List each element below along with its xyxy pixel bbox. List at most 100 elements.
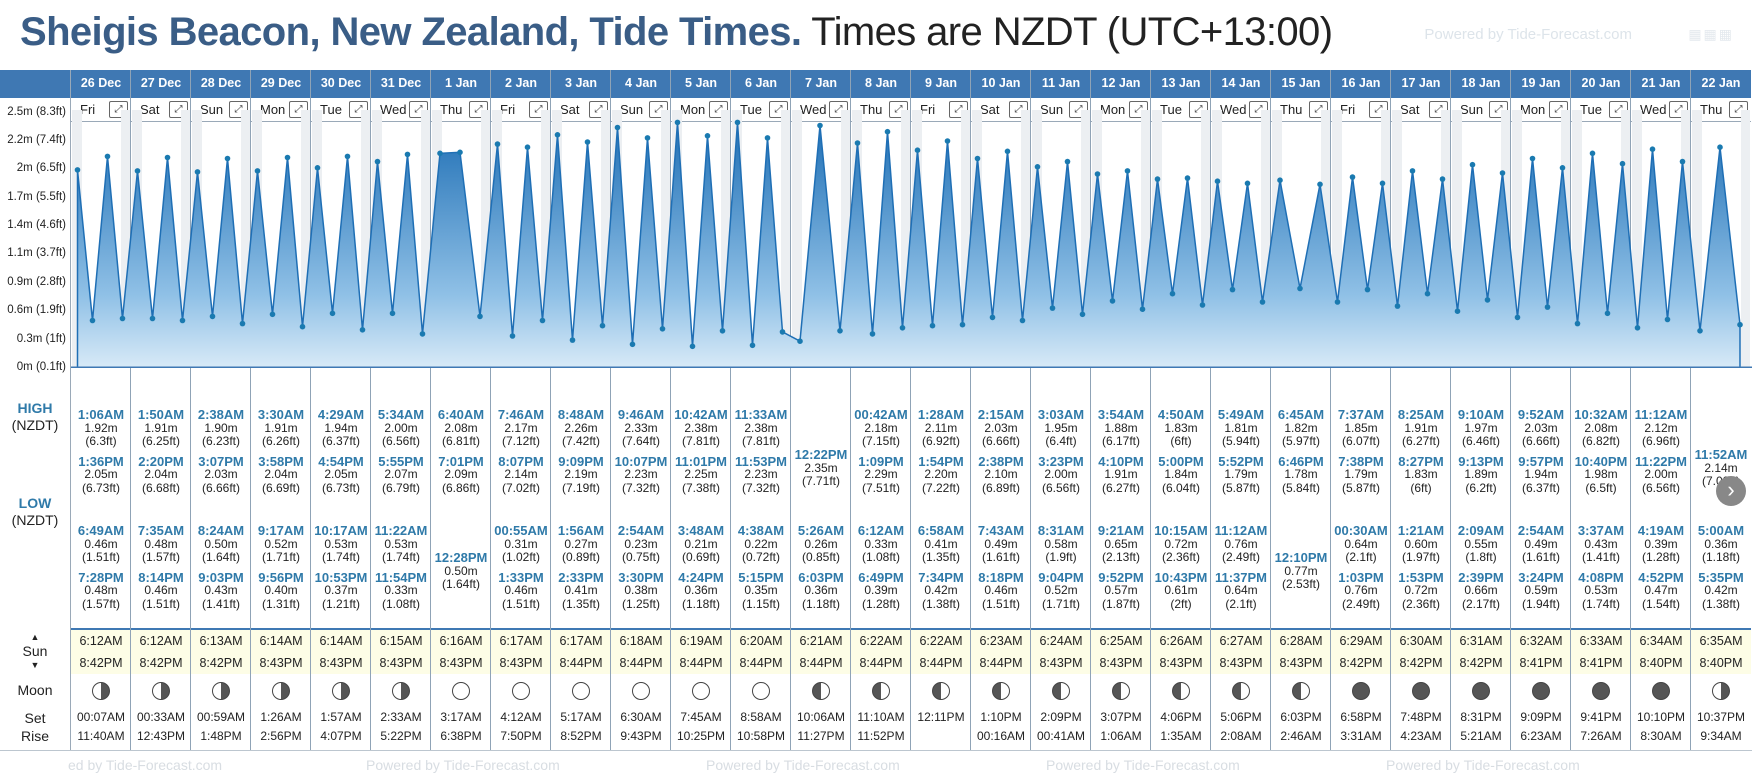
- tide-time: 10:40PM: [1574, 453, 1628, 469]
- tide-height-m: 0.58m: [1044, 536, 1078, 551]
- expand-icon[interactable]: ⤢: [889, 101, 908, 118]
- expand-icon[interactable]: ⤢: [1489, 101, 1508, 118]
- expand-icon[interactable]: ⤢: [829, 101, 848, 118]
- high-tide-entry: 9:52AM 2.03m (6.66ft): [1511, 408, 1571, 449]
- low-tide-entry: 6:49PM 0.39m (1.28ft): [851, 569, 911, 612]
- day-column: 29 Dec Mon ⤢ 3:30AM 1.91m (6.26ft) 3:58PM 2.04m…: [250, 70, 311, 750]
- expand-icon[interactable]: ⤢: [1549, 101, 1568, 118]
- tide-height-m: 0.76m: [1224, 536, 1258, 551]
- tide-height-ft: (6.37ft): [1521, 480, 1560, 495]
- moonrise-time: 1:06AM: [1100, 729, 1142, 743]
- tide-point: [644, 135, 651, 141]
- expand-icon[interactable]: ⤢: [1429, 101, 1448, 118]
- expand-icon[interactable]: ⤢: [409, 101, 428, 118]
- expand-icon[interactable]: ⤢: [1129, 101, 1148, 118]
- expand-icon[interactable]: ⤢: [709, 101, 728, 118]
- high-tide-entry: 11:33AM 2.38m (7.81ft): [731, 408, 791, 449]
- tide-point: [1514, 314, 1521, 321]
- tide-height-ft: (1.74ft): [321, 550, 360, 564]
- tide-height-ft: (0.72ft): [741, 550, 780, 564]
- header-corner: [0, 70, 70, 98]
- tide-height-m: 0.61m: [1164, 583, 1198, 597]
- expand-icon[interactable]: ⤢: [1669, 101, 1688, 118]
- tide-height-m: 1.78m: [1284, 467, 1318, 481]
- expand-icon[interactable]: ⤢: [1069, 101, 1088, 118]
- night-band: [792, 110, 802, 368]
- tide-height-m: 1.83m: [1164, 420, 1198, 435]
- high-tides: 2:15AM 2.03m (6.66ft) 2:38PM 2.10m (6.89ft): [971, 408, 1031, 501]
- high-tides: 6:45AM 1.82m (5.97ft) 6:46PM 1.78m (5.84ft): [1271, 408, 1331, 501]
- expand-icon[interactable]: ⤢: [229, 101, 248, 118]
- expand-icon[interactable]: ⤢: [1309, 101, 1328, 118]
- expand-icon[interactable]: ⤢: [349, 101, 368, 118]
- tide-height-ft: (1.97ft): [1401, 550, 1440, 564]
- night-band: [721, 110, 730, 368]
- expand-icon[interactable]: ⤢: [109, 101, 128, 118]
- tide-point: [1737, 321, 1743, 328]
- expand-icon[interactable]: ⤢: [1729, 101, 1748, 118]
- tide-point: [884, 128, 891, 135]
- day-weekday: Thu: [860, 102, 883, 117]
- tide-point: [344, 153, 351, 160]
- tide-point: [1394, 303, 1401, 309]
- day-column: 26 Dec Fri ⤢ 1:06AM 1.92m (6.3ft) 1:36PM 2.05m(…: [70, 70, 131, 750]
- tide-time: 4:10PM: [1098, 453, 1144, 469]
- moon-times: 00:33AM 12:43PM: [131, 708, 191, 746]
- expand-icon[interactable]: ⤢: [1249, 101, 1268, 118]
- low-row-header: LOW (NZDT): [0, 495, 70, 529]
- tide-time: 6:49PM: [858, 569, 904, 585]
- tide-height-m: 1.82m: [1284, 420, 1318, 435]
- tide-time: 1:50AM: [137, 407, 185, 422]
- expand-icon[interactable]: ⤢: [649, 101, 668, 118]
- tide-height-ft: (7.81ft): [741, 434, 780, 448]
- low-tides: 10:15AM 0.72m (2.36ft) 10:43PM 0.61m (2ft): [1151, 524, 1211, 617]
- moon-phase-icon: [272, 682, 290, 700]
- expand-icon[interactable]: ⤢: [1189, 101, 1208, 118]
- tide-height-m: 1.91m: [1104, 467, 1138, 481]
- expand-icon[interactable]: ⤢: [589, 101, 608, 118]
- expand-icon[interactable]: ⤢: [529, 101, 548, 118]
- tide-height-ft: (1.31ft): [261, 596, 300, 611]
- expand-icon[interactable]: ⤢: [1609, 101, 1628, 118]
- tide-height-m: 0.41m: [564, 583, 598, 597]
- high-tide-entry: 9:09PM 2.19m (7.19ft): [551, 454, 611, 496]
- expand-icon[interactable]: ⤢: [1369, 101, 1388, 118]
- tide-time: 8:27PM: [1398, 453, 1444, 469]
- expand-icon[interactable]: ⤢: [169, 101, 188, 118]
- low-tz-label: (NZDT): [11, 511, 59, 528]
- sunrise-time: 6:35AM: [1699, 634, 1743, 648]
- tide-height-m: 0.36m: [1704, 536, 1738, 551]
- low-tides: 6:49AM 0.46m (1.51ft) 7:28PM 0.48m (1.57ft): [71, 524, 131, 617]
- tide-point: [569, 337, 576, 343]
- low-tide-entry: 6:58AM 0.41m (1.35ft): [911, 524, 971, 565]
- sun-times: 6:31AM 8:42PM: [1451, 628, 1511, 674]
- tide-time: 10:42AM: [674, 407, 728, 422]
- moon-phase-icon: [1412, 682, 1430, 700]
- tide-time: 9:52PM: [1098, 569, 1144, 585]
- expand-icon[interactable]: ⤢: [289, 101, 308, 118]
- expand-icon[interactable]: ⤢: [469, 101, 488, 118]
- moon-phase-cell: [431, 674, 491, 708]
- y-axis-label: 0m (0.1ft): [16, 361, 66, 373]
- moon-times: 2:09PM 00:41AM: [1031, 708, 1091, 746]
- tide-height-ft: (1.61ft): [981, 550, 1020, 564]
- next-days-button[interactable]: ›: [1716, 476, 1746, 506]
- tide-height-ft: (7.71ft): [801, 474, 840, 488]
- tide-time: 6:45AM: [1277, 407, 1325, 422]
- moon-phase-cell: [731, 674, 791, 708]
- moonset-time: 00:33AM: [136, 710, 186, 724]
- tide-height-ft: (6ft): [1410, 480, 1432, 495]
- high-tide-entry: 1:54PM 2.20m (7.22ft): [911, 454, 971, 496]
- expand-icon[interactable]: ⤢: [1009, 101, 1028, 118]
- y-axis: 0m (0.1ft) 0.3m (1ft) 0.6m (1.9ft) 0.9m (2.…: [0, 70, 70, 750]
- moon-times: 6:58PM 3:31AM: [1331, 708, 1391, 746]
- day-weekday: Sat: [1400, 102, 1420, 117]
- tide-time: 2:54AM: [1517, 523, 1565, 538]
- tide-point: [1664, 316, 1671, 323]
- tide-point: [779, 329, 786, 335]
- tide-height-ft: (5.94ft): [1221, 434, 1260, 448]
- moon-phase-icon: [1292, 682, 1310, 700]
- expand-icon[interactable]: ⤢: [949, 101, 968, 118]
- low-tide-entry: 9:52PM 0.57m (1.87ft): [1091, 569, 1151, 612]
- expand-icon[interactable]: ⤢: [769, 101, 788, 118]
